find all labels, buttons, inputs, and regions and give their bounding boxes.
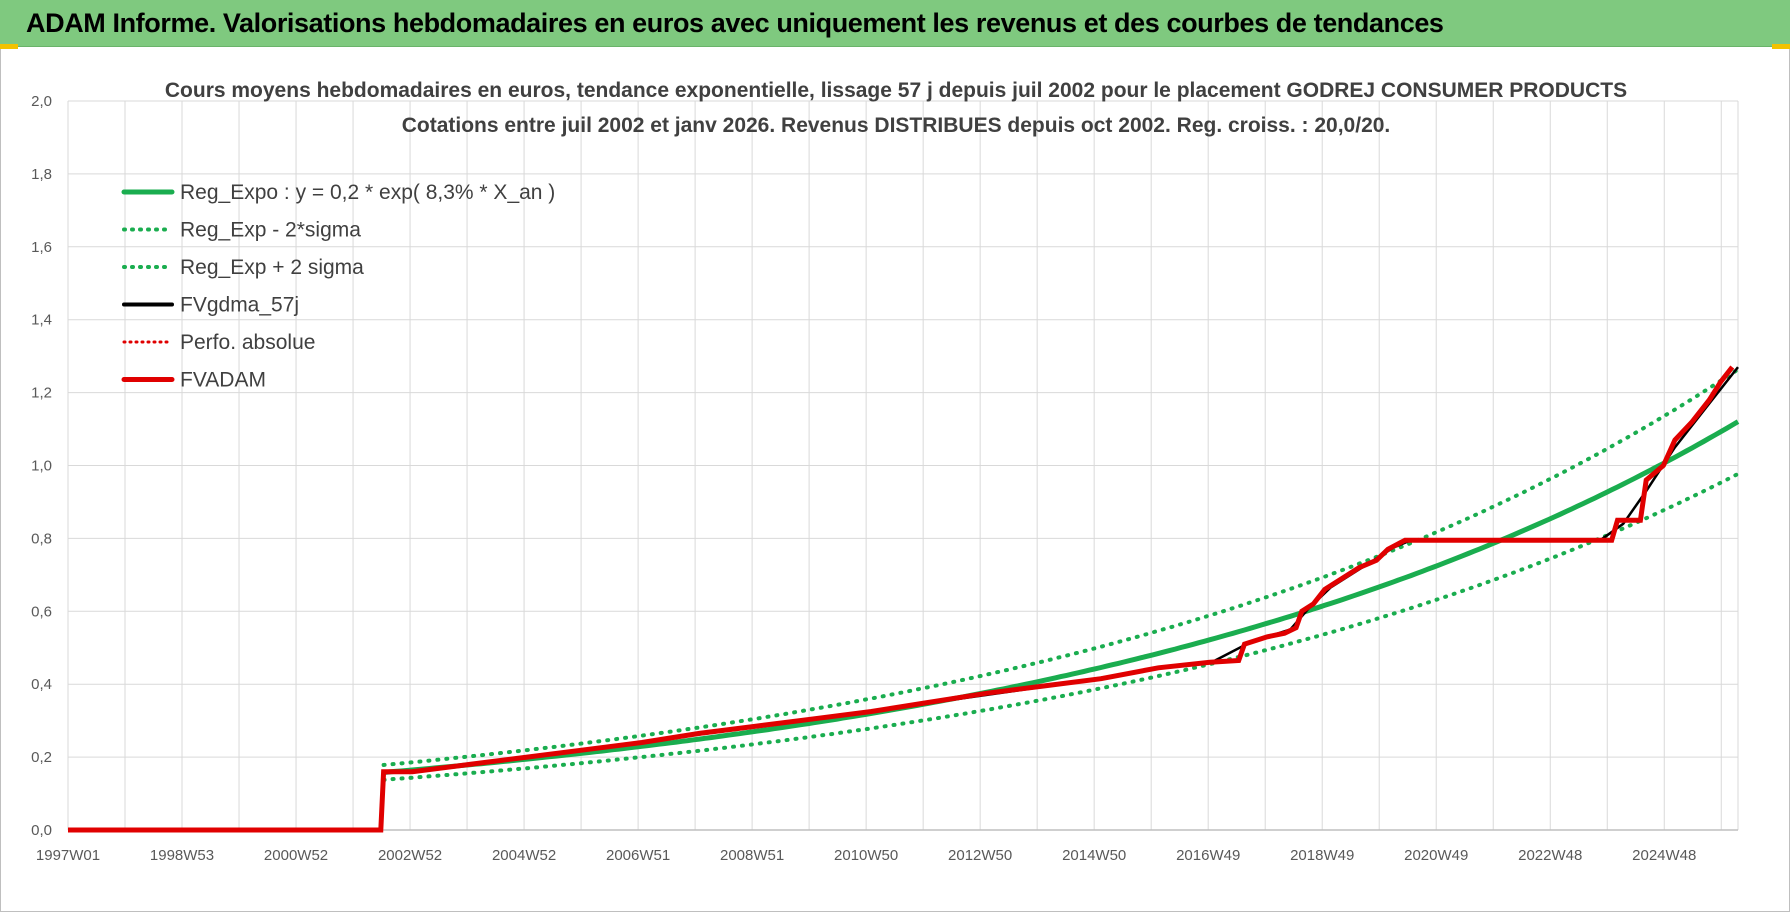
legend-reg-expo-label: Reg_Expo : y = 0,2 * exp( 8,3% * X_an ) [180, 181, 555, 204]
x-tick-label: 2022W48 [1518, 847, 1582, 864]
chart-title-line-1: Cours moyens hebdomadaires en euros, ten… [165, 79, 1627, 102]
series-reg-exp-minus-2sigma [381, 471, 1740, 782]
x-tick-label: 1997W01 [36, 847, 100, 864]
x-tick-label: 1998W53 [150, 847, 214, 864]
x-tick-label: 2004W52 [492, 847, 556, 864]
report-header: ADAM Informe. Valorisations hebdomadaire… [0, 0, 1790, 47]
series [68, 365, 1740, 833]
legend-reg-exp-plus-label: Reg_Exp + 2 sigma [180, 256, 364, 279]
y-tick-label: 0,8 [31, 530, 52, 547]
y-tick-label: 1,0 [31, 458, 52, 475]
x-tick-label: 2024W48 [1632, 847, 1696, 864]
report-title: ADAM Informe. Valorisations hebdomadaire… [26, 8, 1444, 38]
x-tick-label: 2008W51 [720, 847, 784, 864]
x-tick-label: 2010W50 [834, 847, 898, 864]
corner-marker-top-left [0, 44, 18, 49]
x-tick-label: 2020W49 [1404, 847, 1468, 864]
corner-marker-top-right [1772, 44, 1790, 49]
legend-fvgdma-label: FVgdma_57j [180, 294, 299, 317]
legend-reg-exp-minus-label: Reg_Exp - 2*sigma [180, 219, 361, 242]
x-tick-label: 2002W52 [378, 847, 442, 864]
y-tick-label: 1,4 [31, 312, 52, 329]
axes: 0,0 0,2 0,4 0,6 0,8 1,0 1,2 1,4 1,6 1,8 2,0 1997W01… [31, 93, 1738, 864]
series-reg-exp-plus-2sigma [381, 367, 1740, 767]
x-tick-label: 2012W50 [948, 847, 1012, 864]
y-tick-label: 0,2 [31, 749, 52, 766]
series-reg-expo [383, 419, 1740, 775]
chart-title-line-2: Cotations entre juil 2002 et janv 2026. … [402, 114, 1391, 137]
legend: Reg_Expo : y = 0,2 * exp( 8,3% * X_an ) R… [121, 181, 555, 392]
x-tick-label: 2014W50 [1062, 847, 1126, 864]
legend-fvadam-label: FVADAM [180, 369, 266, 392]
y-tick-label: 0,4 [31, 676, 52, 693]
y-tick-label: 0,6 [31, 603, 52, 620]
y-tick-label: 1,6 [31, 239, 52, 256]
series-fvgdma-57j [383, 366, 1739, 775]
gridlines [67, 100, 1739, 830]
x-tick-label: 2006W51 [606, 847, 670, 864]
y-tick-label: 1,2 [31, 385, 52, 402]
y-tick-label: 2,0 [31, 93, 52, 110]
x-tick-label: 2016W49 [1176, 847, 1240, 864]
legend-perfo-absolue-label: Perfo. absolue [180, 331, 315, 354]
x-tick-label: 2000W52 [264, 847, 328, 864]
x-tick-label: 2018W49 [1290, 847, 1354, 864]
series-fvadam [68, 365, 1735, 833]
y-tick-label: 0,0 [31, 822, 52, 839]
y-tick-label: 1,8 [31, 166, 52, 183]
